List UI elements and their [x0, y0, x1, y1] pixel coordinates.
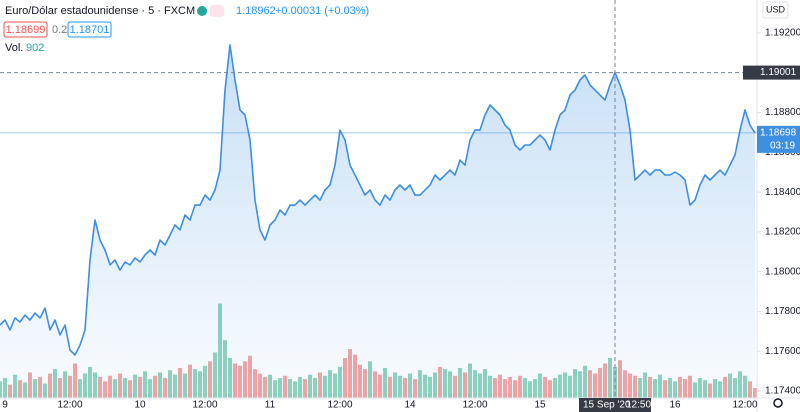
y-tick-label: 1.18800 — [765, 107, 800, 118]
header-change: +0.00031 (+0.03%) — [275, 5, 369, 17]
x-tick-label: 12:00 — [462, 400, 487, 411]
crosshair-price: 1.19001 — [760, 67, 797, 78]
x-tick-label: 16 — [669, 400, 681, 411]
ask-box[interactable] — [67, 21, 112, 38]
plot-area — [0, 0, 757, 398]
x-tick-label: 11 — [265, 400, 276, 411]
symbol-title: Euro/Dólar estadounidense · 5 · FXCM — [5, 5, 195, 17]
y-tick-label: 1.18400 — [765, 187, 800, 198]
crosshair-time-tag — [579, 398, 651, 412]
x-tick-label: 14 — [404, 400, 416, 411]
bid: 1.18699 — [6, 24, 46, 36]
countdown: 03:19 — [770, 141, 795, 152]
status-icon — [210, 5, 224, 17]
last-price-tag — [757, 125, 800, 153]
x-tick-label: 12:00 — [732, 400, 757, 411]
y-tick-label: 1.17600 — [765, 346, 800, 357]
volume-label: Vol. — [5, 42, 23, 54]
y-tick-label: 1.19200 — [765, 28, 800, 39]
price-line — [0, 44, 756, 356]
crosshair-date: 15 Sep '20 — [583, 400, 631, 411]
x-tick-label: 12:00 — [192, 400, 217, 411]
crosshair-time: 12:50 — [626, 400, 651, 411]
y-tick-label: 1.17400 — [765, 386, 800, 397]
spread: 0.2 — [52, 24, 67, 36]
volume-last: 902 — [26, 42, 44, 54]
x-tick-label: 15 — [534, 400, 546, 411]
x-tick-label: 9 — [2, 400, 8, 411]
bid-box[interactable] — [3, 21, 48, 38]
currency-box[interactable] — [762, 1, 789, 19]
y-tick-label: 1.18000 — [765, 266, 800, 277]
header-price: 1.18962 — [236, 5, 276, 17]
y-tick-label: 1.17800 — [765, 306, 800, 317]
y-tick-label: 1.18200 — [765, 227, 800, 238]
x-tick-label: 12:00 — [327, 400, 352, 411]
settings-icon[interactable] — [773, 398, 783, 408]
currency: USD — [766, 4, 786, 14]
crosshair-price-tag — [743, 65, 800, 80]
last-price: 1.18698 — [760, 128, 797, 139]
x-tick-label: 12:00 — [57, 400, 82, 411]
x-tick-label: 10 — [134, 400, 146, 411]
status-dot — [197, 6, 207, 16]
ask: 1.18701 — [70, 24, 110, 36]
